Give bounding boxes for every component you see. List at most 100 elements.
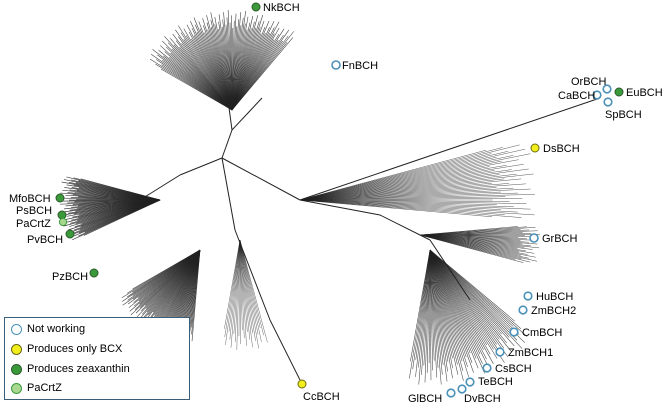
marker-fnbch	[331, 60, 341, 70]
clade-lowerright-leaf	[429, 249, 448, 382]
branch-segment	[221, 157, 301, 201]
legend-label-not-working: Not working	[27, 323, 86, 335]
clade-bottom-leaf	[239, 239, 253, 348]
clade-bottom-leaf	[229, 239, 241, 340]
marker-csbch	[482, 363, 492, 373]
clade-lowerright-leaf	[429, 249, 525, 343]
clade-lowerright-leaf	[429, 249, 515, 347]
label-ccbch: CcBCH	[303, 391, 340, 403]
clade-lowerright-leaf	[410, 249, 431, 362]
clade-lowerright-leaf	[429, 249, 514, 327]
clade-right-leaf	[299, 170, 495, 201]
clade-lowerright-leaf	[429, 249, 453, 369]
branch-segment	[299, 199, 381, 216]
clade-lowerright-leaf	[429, 249, 444, 365]
clade-bottom-leaf	[239, 239, 259, 349]
clade-lowerright-leaf	[429, 249, 432, 381]
clade-lowerright-leaf	[429, 249, 522, 330]
marker-orbch	[602, 84, 612, 94]
clade-right-leaf	[299, 183, 509, 201]
branch-segment	[221, 129, 233, 159]
label-dsbch: DsBCH	[543, 143, 580, 155]
clade-bottom-leaf	[225, 239, 241, 346]
clade-lowerleft-leaf	[191, 249, 201, 342]
clade-lowerright-leaf	[429, 249, 490, 369]
clade-right-leaf	[299, 160, 502, 201]
marker-zmbch1	[495, 347, 505, 357]
clade-bottom-leaf	[239, 239, 247, 346]
clade-lowerright-leaf	[409, 249, 431, 379]
clade-lowerright-leaf	[429, 249, 485, 374]
marker-tebch	[465, 377, 475, 387]
clade-right-leaf	[299, 199, 522, 218]
marker-cmbch	[509, 327, 519, 337]
clade-lowerright-leaf	[429, 249, 505, 363]
label-cabch: CaBCH	[558, 90, 595, 102]
clade-lowerright-leaf	[429, 249, 501, 354]
marker-cabch	[592, 90, 602, 100]
clade-bottom-leaf	[239, 239, 248, 332]
clade-lowerright-leaf	[426, 249, 431, 373]
clade-lowerright-leaf	[429, 249, 448, 372]
clade-lowerright-leaf	[429, 249, 449, 362]
clade-lowerright-leaf	[429, 249, 453, 359]
clade-right-leaf	[299, 165, 507, 201]
label-zmbch2: ZmBCH2	[531, 305, 576, 317]
clade-lowerright-leaf	[429, 249, 520, 335]
clade-bottom-leaf	[239, 239, 245, 339]
clade-lowerright-leaf	[428, 249, 431, 364]
clade-lowerright-leaf	[429, 249, 438, 378]
marker-glbch	[446, 388, 456, 398]
clade-lowerright-leaf	[429, 249, 464, 371]
clade-left-leaf	[83, 199, 161, 236]
marker-zmbch2	[518, 305, 528, 315]
clade-bottom-leaf	[239, 239, 243, 331]
marker-hubch	[523, 291, 533, 301]
clade-right-leaf	[299, 178, 505, 201]
label-tebch: TeBCH	[478, 376, 513, 388]
clade-lowerright-leaf	[429, 249, 488, 346]
clade-lowerright-leaf	[429, 249, 500, 340]
clade-right-leaf	[299, 153, 531, 201]
clade-right-leaf	[299, 199, 518, 213]
clade-lowerright-leaf	[429, 249, 483, 364]
legend-item-zeaxanthin: Produces zeaxanthin	[11, 360, 130, 378]
label-spbch: SpBCH	[605, 109, 642, 121]
marker-mfobch	[55, 193, 65, 203]
label-fnbch: FnBCH	[342, 60, 378, 72]
clade-right-leaf	[299, 199, 501, 210]
clade-lowerright-leaf	[424, 249, 431, 383]
clade-right-leaf	[299, 148, 526, 201]
clade-lowerright-leaf	[429, 249, 473, 363]
clade-lowerright-leaf	[429, 249, 505, 349]
clade-lowerright-leaf	[429, 249, 442, 385]
clade-bottom-leaf	[239, 239, 262, 342]
legend: Not working Produces only BCX Produces z…	[4, 317, 190, 400]
clade-lowerright-leaf	[429, 249, 468, 368]
clade-lowerright-leaf	[429, 249, 518, 341]
clade-right-leaf	[299, 199, 531, 210]
clade-lowerright-leaf	[429, 249, 481, 355]
clade-right-leaf	[299, 163, 524, 201]
clade-lowerright-leaf	[429, 249, 459, 375]
clade-lowerright-leaf	[429, 249, 469, 377]
clade-right-leaf	[299, 166, 490, 201]
marker-pvbch	[65, 229, 75, 239]
branch-segment	[379, 214, 431, 241]
clade-right-leaf	[299, 169, 512, 201]
marker-pzbch	[89, 268, 99, 278]
clade-lowerright-leaf	[415, 249, 431, 360]
label-glbch: GlBCH	[408, 393, 442, 405]
clade-bottom-leaf	[239, 239, 241, 345]
marker-psbch	[57, 210, 67, 220]
clade-right-leaf	[299, 187, 514, 201]
marker-eubch	[614, 87, 624, 97]
tree-branches	[139, 97, 601, 381]
clade-lowerright-leaf	[429, 249, 515, 322]
branch-segment	[179, 157, 223, 176]
label-cmbch: CmBCH	[522, 327, 562, 339]
clade-right-leaf	[299, 196, 506, 201]
clade-right-leaf	[299, 173, 534, 201]
legend-item-only-bcx: Produces only BCX	[11, 340, 122, 358]
